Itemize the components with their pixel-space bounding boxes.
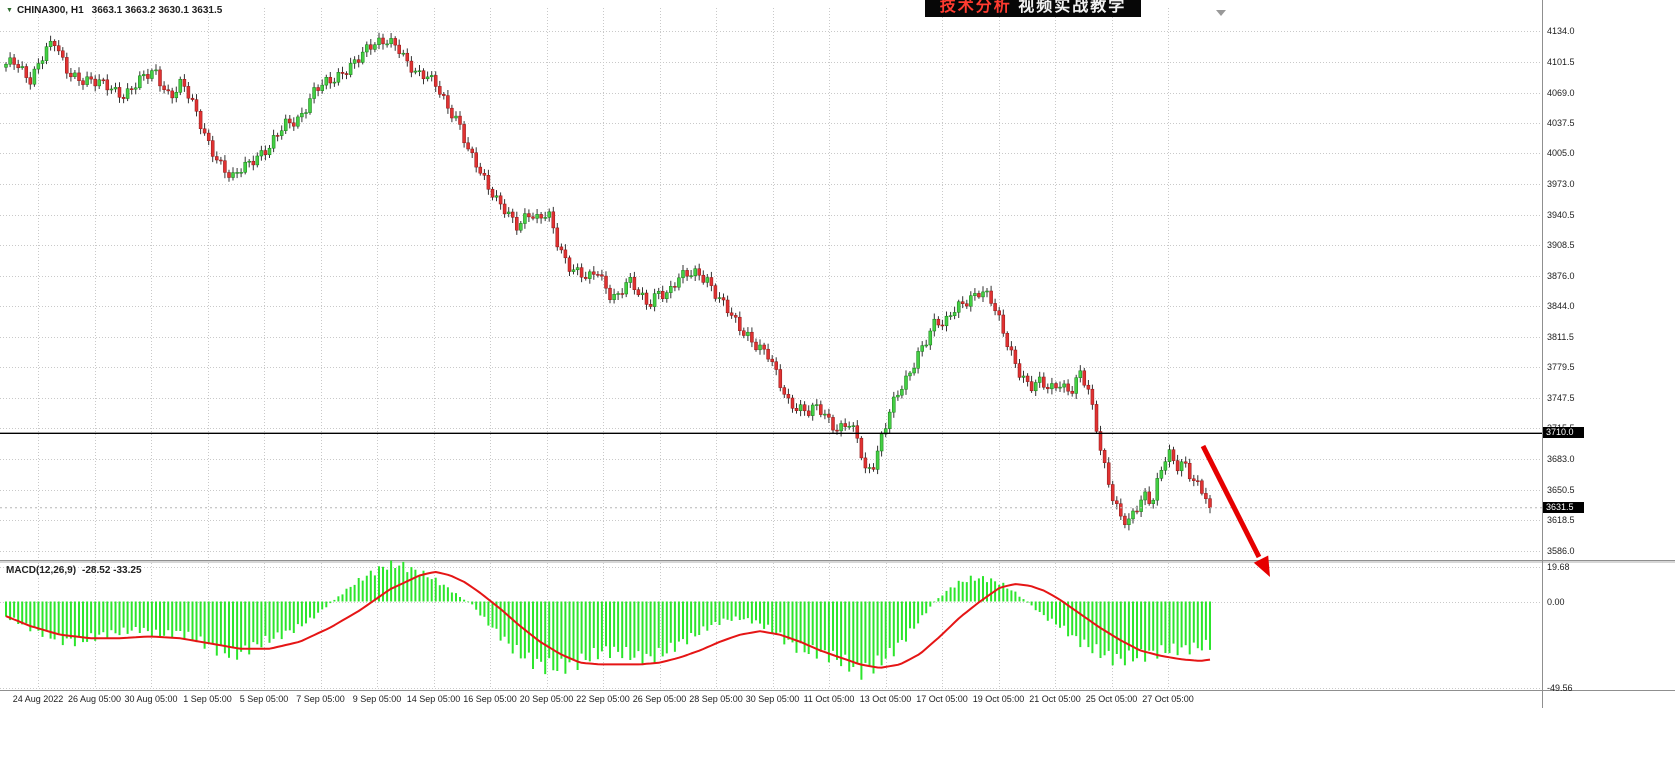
time-axis-label: 11 Oct 05:00 xyxy=(803,694,855,704)
time-axis-label: 25 Oct 05:00 xyxy=(1085,694,1138,704)
price-axis-label: 3683.0 xyxy=(1547,453,1575,464)
price-axis-label: 3973.0 xyxy=(1547,178,1575,189)
price-axis-label: 3844.0 xyxy=(1547,301,1575,312)
macd-axis-label: 19.68 xyxy=(1547,562,1570,573)
time-axis-label: 1 Sep 05:00 xyxy=(183,694,232,704)
price-axis-label: 4069.0 xyxy=(1547,87,1575,98)
price-axis-label: 4005.0 xyxy=(1547,148,1575,159)
macd-name: MACD(12,26,9) xyxy=(6,565,77,576)
price-axis-label: 4134.0 xyxy=(1547,26,1575,36)
symbol-timeframe-label: ▼ CHINA300, H1 3663.1 3663.2 3630.1 3631.5 xyxy=(6,5,222,16)
time-axis-label: 26 Sep 05:00 xyxy=(632,694,687,704)
gridlines xyxy=(0,8,1542,689)
promo-banner-text: 技术分析 视频实战教学 xyxy=(925,0,1141,16)
candles xyxy=(4,32,1212,531)
macd-indicator-label: MACD(12,26,9) -28.52 -33.25 xyxy=(6,565,142,576)
time-axis-label: 9 Sep 05:00 xyxy=(352,694,402,704)
time-axis-label: 30 Sep 05:00 xyxy=(745,694,800,704)
price-axis-label: 4037.5 xyxy=(1547,117,1575,128)
promo-banner-segment: 技术分析 xyxy=(939,0,1012,15)
symbol-triangle-icon: ▼ xyxy=(6,7,13,14)
hline-price-tag: 3710.0 xyxy=(1543,427,1584,439)
macd-values: -28.52 -33.25 xyxy=(82,565,142,576)
macd-axis-label: -49.56 xyxy=(1547,683,1573,694)
time-axis-label: 22 Sep 05:00 xyxy=(576,694,630,704)
last-price-tag: 3631.5 xyxy=(1543,501,1584,513)
time-axis-label: 17 Oct 05:00 xyxy=(916,694,968,704)
time-axis-label: 7 Sep 05:00 xyxy=(296,694,345,704)
time-axis-label: 5 Sep 05:00 xyxy=(239,694,289,704)
price-axis-label: 3586.0 xyxy=(1547,546,1575,556)
promo-banner: 技术分析 视频实战教学 xyxy=(925,0,1141,17)
price-axis-label: 3876.0 xyxy=(1547,270,1575,281)
ohlc-values: 3663.1 3663.2 3630.1 3631.5 xyxy=(91,5,223,16)
promo-banner-segment: 视频实战教学 xyxy=(1011,0,1127,15)
macd-axis-label: 0.00 xyxy=(1547,596,1565,607)
price-axis-label: 3618.5 xyxy=(1547,515,1575,526)
price-axis-label: 3940.5 xyxy=(1547,209,1575,220)
time-axis-label: 19 Oct 05:00 xyxy=(972,694,1025,704)
time-axis-label: 20 Sep 05:00 xyxy=(519,694,574,704)
time-axis-label: 13 Oct 05:00 xyxy=(859,694,912,704)
trend-arrow[interactable] xyxy=(1200,444,1270,577)
time-axis-label: 26 Aug 05:00 xyxy=(67,694,122,704)
time-axis-label: 30 Aug 05:00 xyxy=(124,694,178,704)
pane-separators[interactable] xyxy=(0,0,1675,708)
time-axis-label: 14 Sep 05:00 xyxy=(406,694,461,704)
time-axis-label: 27 Oct 05:00 xyxy=(1142,694,1194,704)
symbol-name: CHINA300, H1 xyxy=(16,5,84,16)
price-axis-label: 3779.5 xyxy=(1547,362,1575,373)
price-axis-label: 4101.5 xyxy=(1547,56,1575,67)
time-axis-label: 24 Aug 2022 xyxy=(12,694,64,704)
time-axis-label: 21 Oct 05:00 xyxy=(1029,694,1081,704)
time-axis-label: 28 Sep 05:00 xyxy=(689,694,743,704)
time-axis[interactable]: 24 Aug 2022 26 Aug 05:00 30 Aug 05:00 1 Sep… xyxy=(0,694,1675,708)
price-axis-label: 3650.5 xyxy=(1547,484,1575,495)
price-axis-label: 3811.5 xyxy=(1547,332,1574,343)
macd-histogram xyxy=(5,560,1211,680)
macd-signal-line xyxy=(5,571,1211,669)
chart-shift-marker-icon[interactable] xyxy=(1216,10,1226,16)
price-axis-label: 3908.5 xyxy=(1547,239,1575,250)
price-axis-label: 3747.5 xyxy=(1547,392,1575,403)
time-axis-label: 16 Sep 05:00 xyxy=(463,694,517,704)
